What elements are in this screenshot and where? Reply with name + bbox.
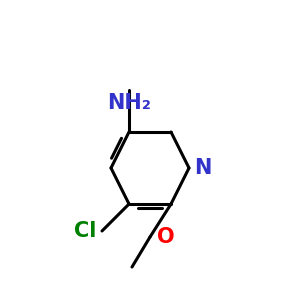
Text: O: O (158, 227, 175, 247)
Text: NH₂: NH₂ (107, 93, 151, 113)
Text: N: N (194, 158, 212, 178)
Text: Cl: Cl (74, 221, 96, 241)
